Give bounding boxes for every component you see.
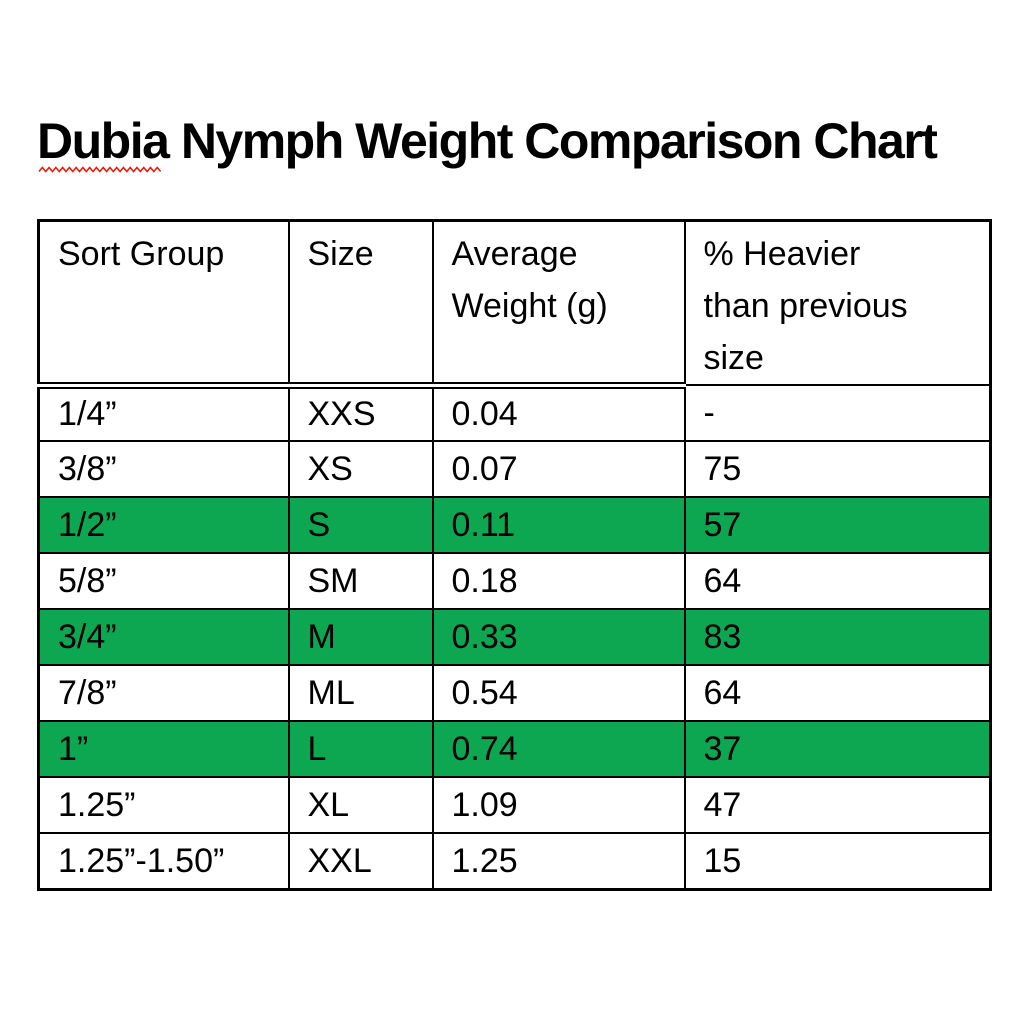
- cell-pct-heavier: 64: [683, 664, 992, 722]
- cell-pct-heavier: 37: [683, 720, 992, 778]
- cell-average-weight: 0.54: [431, 664, 686, 722]
- cell-size: XXL: [287, 832, 434, 890]
- table-row: 1.25”-1.50” XXL 1.25 15: [37, 832, 992, 890]
- column-header-pct-heavier-label: % Heavier than previous size: [703, 235, 908, 377]
- table-row: 7/8” ML 0.54 64: [37, 664, 992, 722]
- spellcheck-squiggle-icon: [38, 166, 162, 173]
- cell-pct-heavier: 64: [683, 552, 992, 610]
- cell-average-weight: 0.74: [431, 720, 686, 778]
- table-row-highlighted: 1/2” S 0.11 57: [37, 496, 992, 554]
- cell-pct-heavier: 47: [683, 776, 992, 834]
- cell-size: XXS: [287, 384, 434, 442]
- cell-sort-group: 1/4”: [37, 384, 290, 442]
- title-misspelled-word: Dubia: [37, 113, 170, 173]
- cell-size: ML: [287, 664, 434, 722]
- cell-average-weight: 0.33: [431, 608, 686, 666]
- cell-sort-group: 3/4”: [37, 608, 290, 666]
- cell-sort-group: 3/8”: [37, 440, 290, 498]
- cell-size: SM: [287, 552, 434, 610]
- cell-sort-group: 5/8”: [37, 552, 290, 610]
- table-row: 5/8” SM 0.18 64: [37, 552, 992, 610]
- column-header-pct-heavier: % Heavier than previous size: [683, 219, 992, 386]
- cell-pct-heavier: 83: [683, 608, 992, 666]
- cell-pct-heavier: 15: [683, 832, 992, 890]
- cell-sort-group: 1”: [37, 720, 290, 778]
- cell-sort-group: 1.25”: [37, 776, 290, 834]
- cell-size: XS: [287, 440, 434, 498]
- cell-sort-group: 1/2”: [37, 496, 290, 554]
- cell-average-weight: 0.04: [431, 384, 686, 442]
- column-header-sort-group: Sort Group: [37, 219, 290, 389]
- cell-size: S: [287, 496, 434, 554]
- cell-size: M: [287, 608, 434, 666]
- cell-sort-group: 1.25”-1.50”: [37, 832, 290, 890]
- weight-comparison-table: Sort Group Size Average Weight (g) % Hea…: [37, 219, 992, 891]
- title-word: Dubia: [37, 113, 170, 169]
- table-row-highlighted: 3/4” M 0.33 83: [37, 608, 992, 666]
- cell-average-weight: 1.09: [431, 776, 686, 834]
- cell-pct-heavier: -: [683, 384, 992, 442]
- cell-pct-heavier: 75: [683, 440, 992, 498]
- column-header-size: Size: [287, 219, 434, 389]
- column-header-average-weight: Average Weight (g): [431, 219, 686, 389]
- cell-average-weight: 0.07: [431, 440, 686, 498]
- cell-pct-heavier: 57: [683, 496, 992, 554]
- table-row: 3/8” XS 0.07 75: [37, 440, 992, 498]
- table-row: 1.25” XL 1.09 47: [37, 776, 992, 834]
- table-header-row: Sort Group Size Average Weight (g) % Hea…: [37, 219, 992, 389]
- cell-sort-group: 7/8”: [37, 664, 290, 722]
- table-row: 1/4” XXS 0.04 -: [37, 384, 992, 442]
- title-rest: Nymph Weight Comparison Chart: [180, 113, 938, 169]
- cell-size: L: [287, 720, 434, 778]
- cell-average-weight: 1.25: [431, 832, 686, 890]
- table-row-highlighted: 1” L 0.74 37: [37, 720, 992, 778]
- cell-average-weight: 0.11: [431, 496, 686, 554]
- page-title: Dubia Nymph Weight Comparison Chart: [37, 113, 938, 173]
- cell-average-weight: 0.18: [431, 552, 686, 610]
- cell-size: XL: [287, 776, 434, 834]
